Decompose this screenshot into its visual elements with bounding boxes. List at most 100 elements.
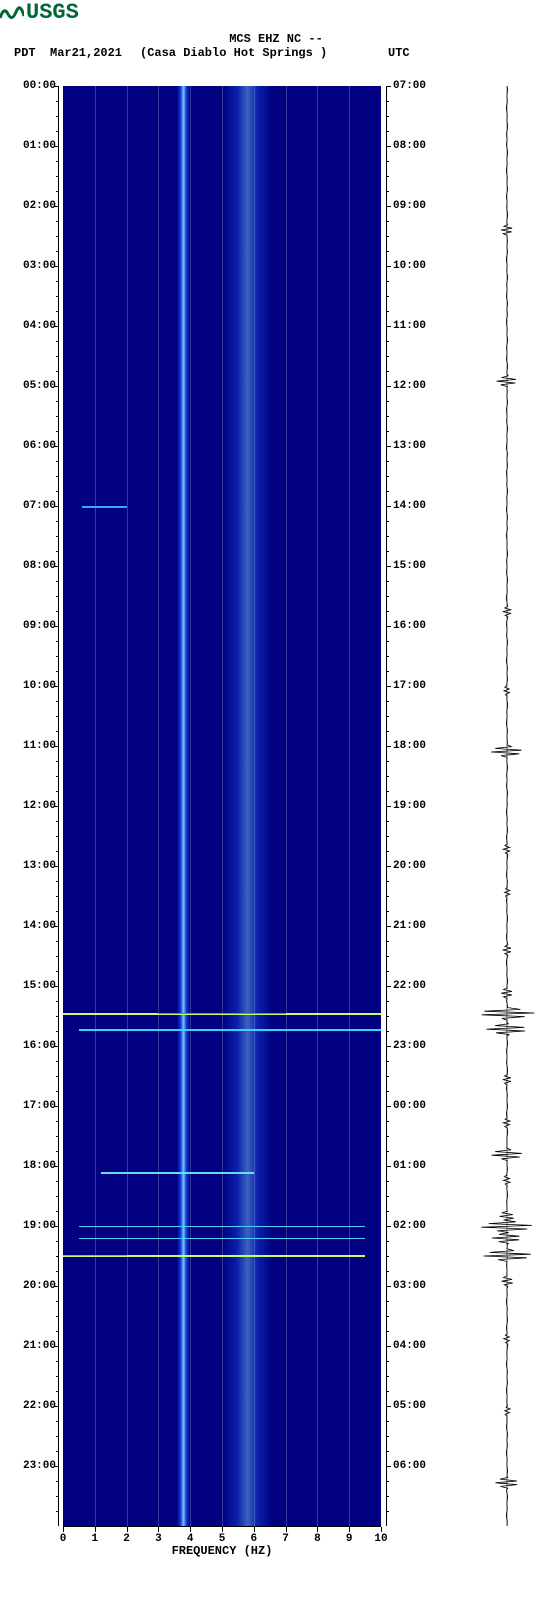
- spectral-event: [79, 1226, 365, 1227]
- y-tick: [386, 1226, 391, 1227]
- spectral-band: [177, 86, 190, 1526]
- y-tick: [386, 926, 391, 927]
- x-tick: [222, 1527, 223, 1532]
- y-tick-label: 09:00: [23, 620, 56, 632]
- spectral-event: [101, 1172, 254, 1174]
- y-minor-tick: [386, 836, 389, 837]
- y-tick-label: 19:00: [393, 800, 426, 812]
- spectral-band: [222, 86, 273, 1526]
- y-minor-tick: [56, 761, 59, 762]
- y-minor-tick: [56, 716, 59, 717]
- y-minor-tick: [386, 416, 389, 417]
- y-tick: [386, 1166, 391, 1167]
- seismogram-trace: [478, 86, 536, 1526]
- y-minor-tick: [386, 131, 389, 132]
- y-minor-tick: [386, 551, 389, 552]
- y-minor-tick: [56, 671, 59, 672]
- y-minor-tick: [386, 521, 389, 522]
- y-minor-tick: [56, 251, 59, 252]
- y-minor-tick: [56, 941, 59, 942]
- y-minor-tick: [56, 1061, 59, 1062]
- y-tick-label: 22:00: [393, 980, 426, 992]
- y-tick-label: 12:00: [393, 380, 426, 392]
- y-tick-label: 12:00: [23, 800, 56, 812]
- y-minor-tick: [386, 596, 389, 597]
- y-minor-tick: [56, 1001, 59, 1002]
- y-minor-tick: [386, 821, 389, 822]
- y-tick-label: 23:00: [23, 1460, 56, 1472]
- x-tick: [95, 1527, 96, 1532]
- y-minor-tick: [56, 1016, 59, 1017]
- y-minor-tick: [386, 161, 389, 162]
- y-minor-tick: [386, 1376, 389, 1377]
- y-minor-tick: [56, 1331, 59, 1332]
- y-tick: [386, 326, 391, 327]
- y-tick: [386, 686, 391, 687]
- y-minor-tick: [56, 296, 59, 297]
- y-minor-tick: [56, 656, 59, 657]
- y-minor-tick: [386, 1301, 389, 1302]
- y-minor-tick: [56, 956, 59, 957]
- y-minor-tick: [386, 761, 389, 762]
- usgs-logo-text: USGS: [26, 0, 79, 25]
- gridline: [286, 86, 287, 1526]
- x-tick: [317, 1527, 318, 1532]
- y-minor-tick: [56, 896, 59, 897]
- y-minor-tick: [56, 1301, 59, 1302]
- y-tick-label: 00:00: [23, 80, 56, 92]
- x-tick: [254, 1527, 255, 1532]
- spectral-event: [79, 1029, 381, 1031]
- y-tick: [386, 386, 391, 387]
- y-tick: [386, 986, 391, 987]
- y-minor-tick: [386, 581, 389, 582]
- y-minor-tick: [386, 1061, 389, 1062]
- y-minor-tick: [56, 401, 59, 402]
- y-axis-right: 07:0008:0009:0010:0011:0012:0013:0014:00…: [381, 86, 387, 1526]
- y-minor-tick: [386, 701, 389, 702]
- tz-right-label: UTC: [388, 46, 410, 60]
- x-tick: [190, 1527, 191, 1532]
- y-minor-tick: [386, 1211, 389, 1212]
- y-minor-tick: [56, 176, 59, 177]
- x-tick: [381, 1527, 382, 1532]
- y-minor-tick: [56, 581, 59, 582]
- y-minor-tick: [56, 161, 59, 162]
- y-tick-label: 03:00: [393, 1280, 426, 1292]
- y-minor-tick: [386, 101, 389, 102]
- y-tick: [386, 266, 391, 267]
- y-minor-tick: [56, 1316, 59, 1317]
- y-minor-tick: [386, 1331, 389, 1332]
- y-minor-tick: [386, 611, 389, 612]
- y-minor-tick: [56, 1481, 59, 1482]
- x-axis-title: FREQUENCY (HZ): [63, 1544, 381, 1558]
- y-minor-tick: [386, 281, 389, 282]
- y-tick: [386, 146, 391, 147]
- y-tick-label: 01:00: [393, 1160, 426, 1172]
- y-minor-tick: [386, 1001, 389, 1002]
- y-minor-tick: [56, 341, 59, 342]
- y-minor-tick: [56, 821, 59, 822]
- y-tick-label: 07:00: [393, 80, 426, 92]
- x-tick: [286, 1527, 287, 1532]
- y-minor-tick: [56, 461, 59, 462]
- y-minor-tick: [386, 851, 389, 852]
- y-minor-tick: [56, 1031, 59, 1032]
- y-tick-label: 17:00: [393, 680, 426, 692]
- y-minor-tick: [56, 1391, 59, 1392]
- y-minor-tick: [386, 1196, 389, 1197]
- y-minor-tick: [56, 1256, 59, 1257]
- y-minor-tick: [386, 116, 389, 117]
- x-tick: [349, 1527, 350, 1532]
- y-minor-tick: [386, 491, 389, 492]
- y-minor-tick: [56, 1211, 59, 1212]
- y-minor-tick: [386, 1121, 389, 1122]
- y-minor-tick: [386, 296, 389, 297]
- y-minor-tick: [386, 791, 389, 792]
- y-minor-tick: [386, 1031, 389, 1032]
- y-minor-tick: [386, 1391, 389, 1392]
- y-tick: [386, 566, 391, 567]
- y-tick-label: 03:00: [23, 260, 56, 272]
- y-tick: [386, 1466, 391, 1467]
- y-minor-tick: [56, 371, 59, 372]
- y-minor-tick: [386, 1271, 389, 1272]
